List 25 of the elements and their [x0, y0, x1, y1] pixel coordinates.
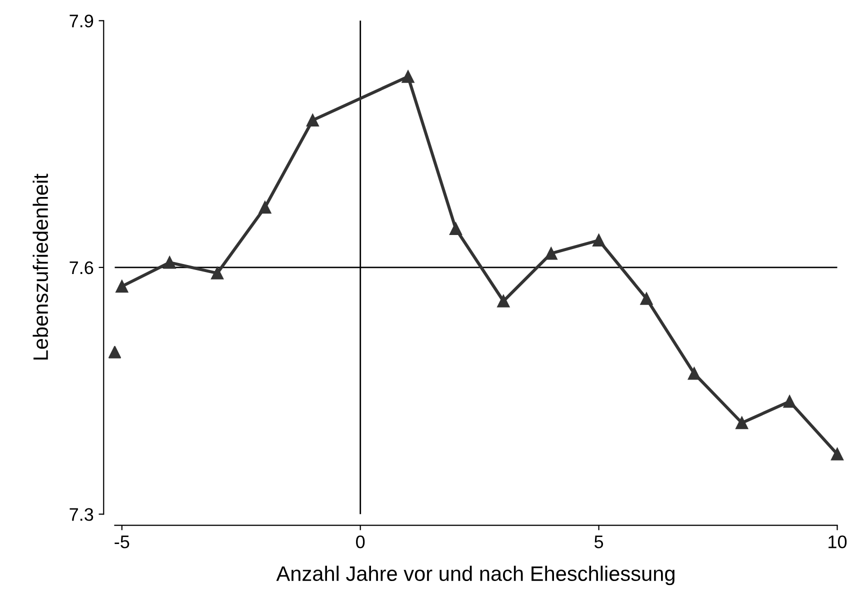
y-tick-label: 7.6 — [70, 261, 94, 274]
point — [592, 234, 606, 247]
point — [211, 266, 224, 280]
y-axis-title: Lebenszufriedenheit — [32, 174, 48, 360]
point — [258, 201, 272, 214]
point — [544, 247, 558, 260]
point — [688, 367, 700, 380]
point — [449, 222, 462, 236]
x-axis-title: Anzahl Jahre vor und nach Eheschliessung — [276, 566, 674, 586]
point — [831, 448, 844, 460]
y-tick-label: 7.3 — [70, 508, 94, 521]
point — [108, 346, 121, 358]
point — [306, 114, 319, 126]
point — [783, 395, 796, 408]
point — [116, 280, 128, 293]
x-tick-label: 5 — [594, 536, 604, 548]
point — [736, 416, 748, 430]
x-tick-label: 10 — [828, 535, 847, 548]
point — [402, 70, 414, 83]
point — [640, 292, 653, 305]
y-tick-label: 7.9 — [70, 14, 94, 28]
point — [497, 294, 510, 308]
point — [163, 256, 176, 269]
x-tick-label: -5 — [114, 536, 130, 548]
x-tick-label: 0 — [356, 535, 365, 548]
